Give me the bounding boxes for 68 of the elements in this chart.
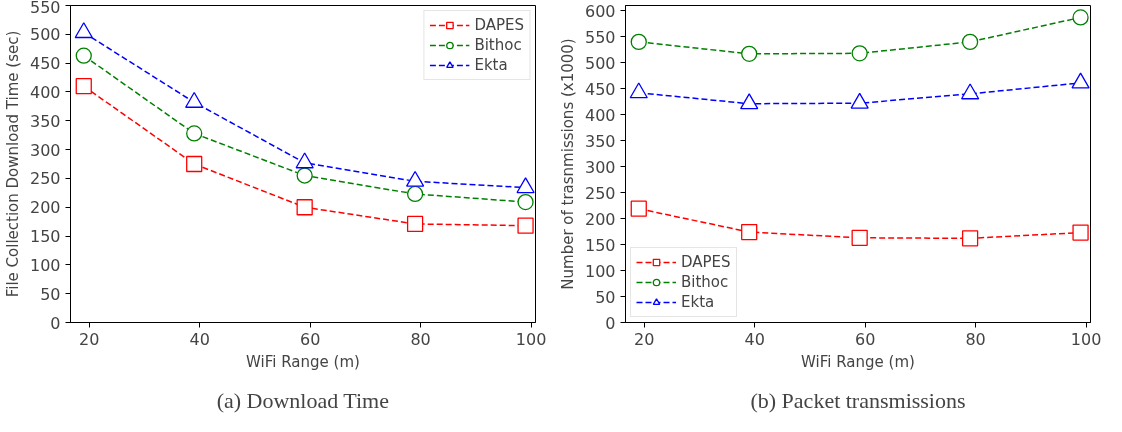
y-tick-label: 350 bbox=[584, 131, 616, 151]
x-axis-title: WiFi Range (m) bbox=[246, 352, 360, 371]
point bbox=[741, 223, 758, 241]
y-axis-title: Number of trasnmissions (x1000) bbox=[558, 38, 577, 290]
point bbox=[296, 199, 313, 216]
x-tick-label: 100 bbox=[515, 329, 547, 349]
point bbox=[296, 167, 313, 184]
point bbox=[741, 45, 758, 62]
point bbox=[406, 215, 424, 233]
legend-label: DAPES bbox=[681, 253, 731, 271]
point bbox=[851, 229, 868, 246]
y-tick-label: 50 bbox=[595, 287, 616, 307]
legend-label: Bithoc bbox=[474, 36, 522, 54]
point bbox=[1072, 224, 1089, 241]
y-tick-label: 300 bbox=[29, 140, 61, 160]
y-tick-label: 500 bbox=[584, 53, 616, 73]
x-tick-label: 40 bbox=[744, 329, 765, 349]
point bbox=[406, 185, 424, 203]
y-tick-label: 400 bbox=[584, 105, 616, 125]
y-tick-label: 200 bbox=[584, 209, 616, 229]
point bbox=[75, 78, 92, 95]
y-tick-label: 150 bbox=[584, 235, 616, 255]
point bbox=[961, 33, 979, 51]
y-tick-label: 500 bbox=[29, 25, 61, 45]
y-tick-label: 450 bbox=[584, 79, 616, 99]
y-tick-label: 550 bbox=[29, 0, 61, 17]
y-tick-label: 200 bbox=[29, 198, 61, 218]
legend-label: DAPES bbox=[474, 16, 524, 34]
x-tick-label: 80 bbox=[410, 329, 431, 349]
point bbox=[1072, 9, 1089, 26]
y-tick-label: 0 bbox=[50, 313, 61, 333]
point bbox=[186, 155, 203, 173]
point bbox=[74, 22, 93, 39]
y-tick-label: 150 bbox=[29, 227, 61, 247]
y-tick-label: 0 bbox=[605, 313, 616, 333]
y-tick-label: 250 bbox=[29, 169, 61, 189]
y-tick-label: 300 bbox=[584, 157, 616, 177]
text: (a) Download Time bbox=[216, 388, 389, 413]
y-tick-label: 450 bbox=[29, 54, 61, 74]
x-tick-label: 20 bbox=[79, 329, 100, 349]
y-tick-label: 550 bbox=[584, 27, 616, 47]
legend-label: Ekta bbox=[474, 56, 508, 74]
y-axis-title: File Collection Download Time (sec) bbox=[3, 30, 22, 298]
y-tick-label: 400 bbox=[29, 82, 61, 102]
point bbox=[851, 45, 868, 62]
y-tick-label: 350 bbox=[29, 111, 61, 131]
x-tick-label: 40 bbox=[189, 329, 210, 349]
y-tick-label: 600 bbox=[584, 1, 616, 21]
point bbox=[961, 230, 979, 247]
point bbox=[517, 193, 534, 211]
x-tick-label: 60 bbox=[855, 329, 876, 349]
point bbox=[75, 47, 92, 64]
x-tick-label: 20 bbox=[634, 329, 655, 349]
x-tick-label: 80 bbox=[965, 329, 986, 349]
y-tick-label: 250 bbox=[584, 183, 616, 203]
x-tick-label: 100 bbox=[1070, 329, 1102, 349]
legend-label: Ekta bbox=[681, 293, 715, 311]
x-tick-label: 60 bbox=[300, 329, 321, 349]
y-tick-label: 50 bbox=[40, 284, 61, 304]
x-axis-title: WiFi Range (m) bbox=[801, 352, 915, 371]
text: (b) Packet transmissions bbox=[750, 388, 966, 413]
point bbox=[517, 217, 534, 234]
point bbox=[186, 125, 203, 142]
y-tick-label: 100 bbox=[29, 255, 61, 275]
legend-label: Bithoc bbox=[681, 273, 729, 291]
y-tick-label: 100 bbox=[584, 261, 616, 281]
point bbox=[630, 200, 647, 217]
point bbox=[630, 33, 647, 51]
